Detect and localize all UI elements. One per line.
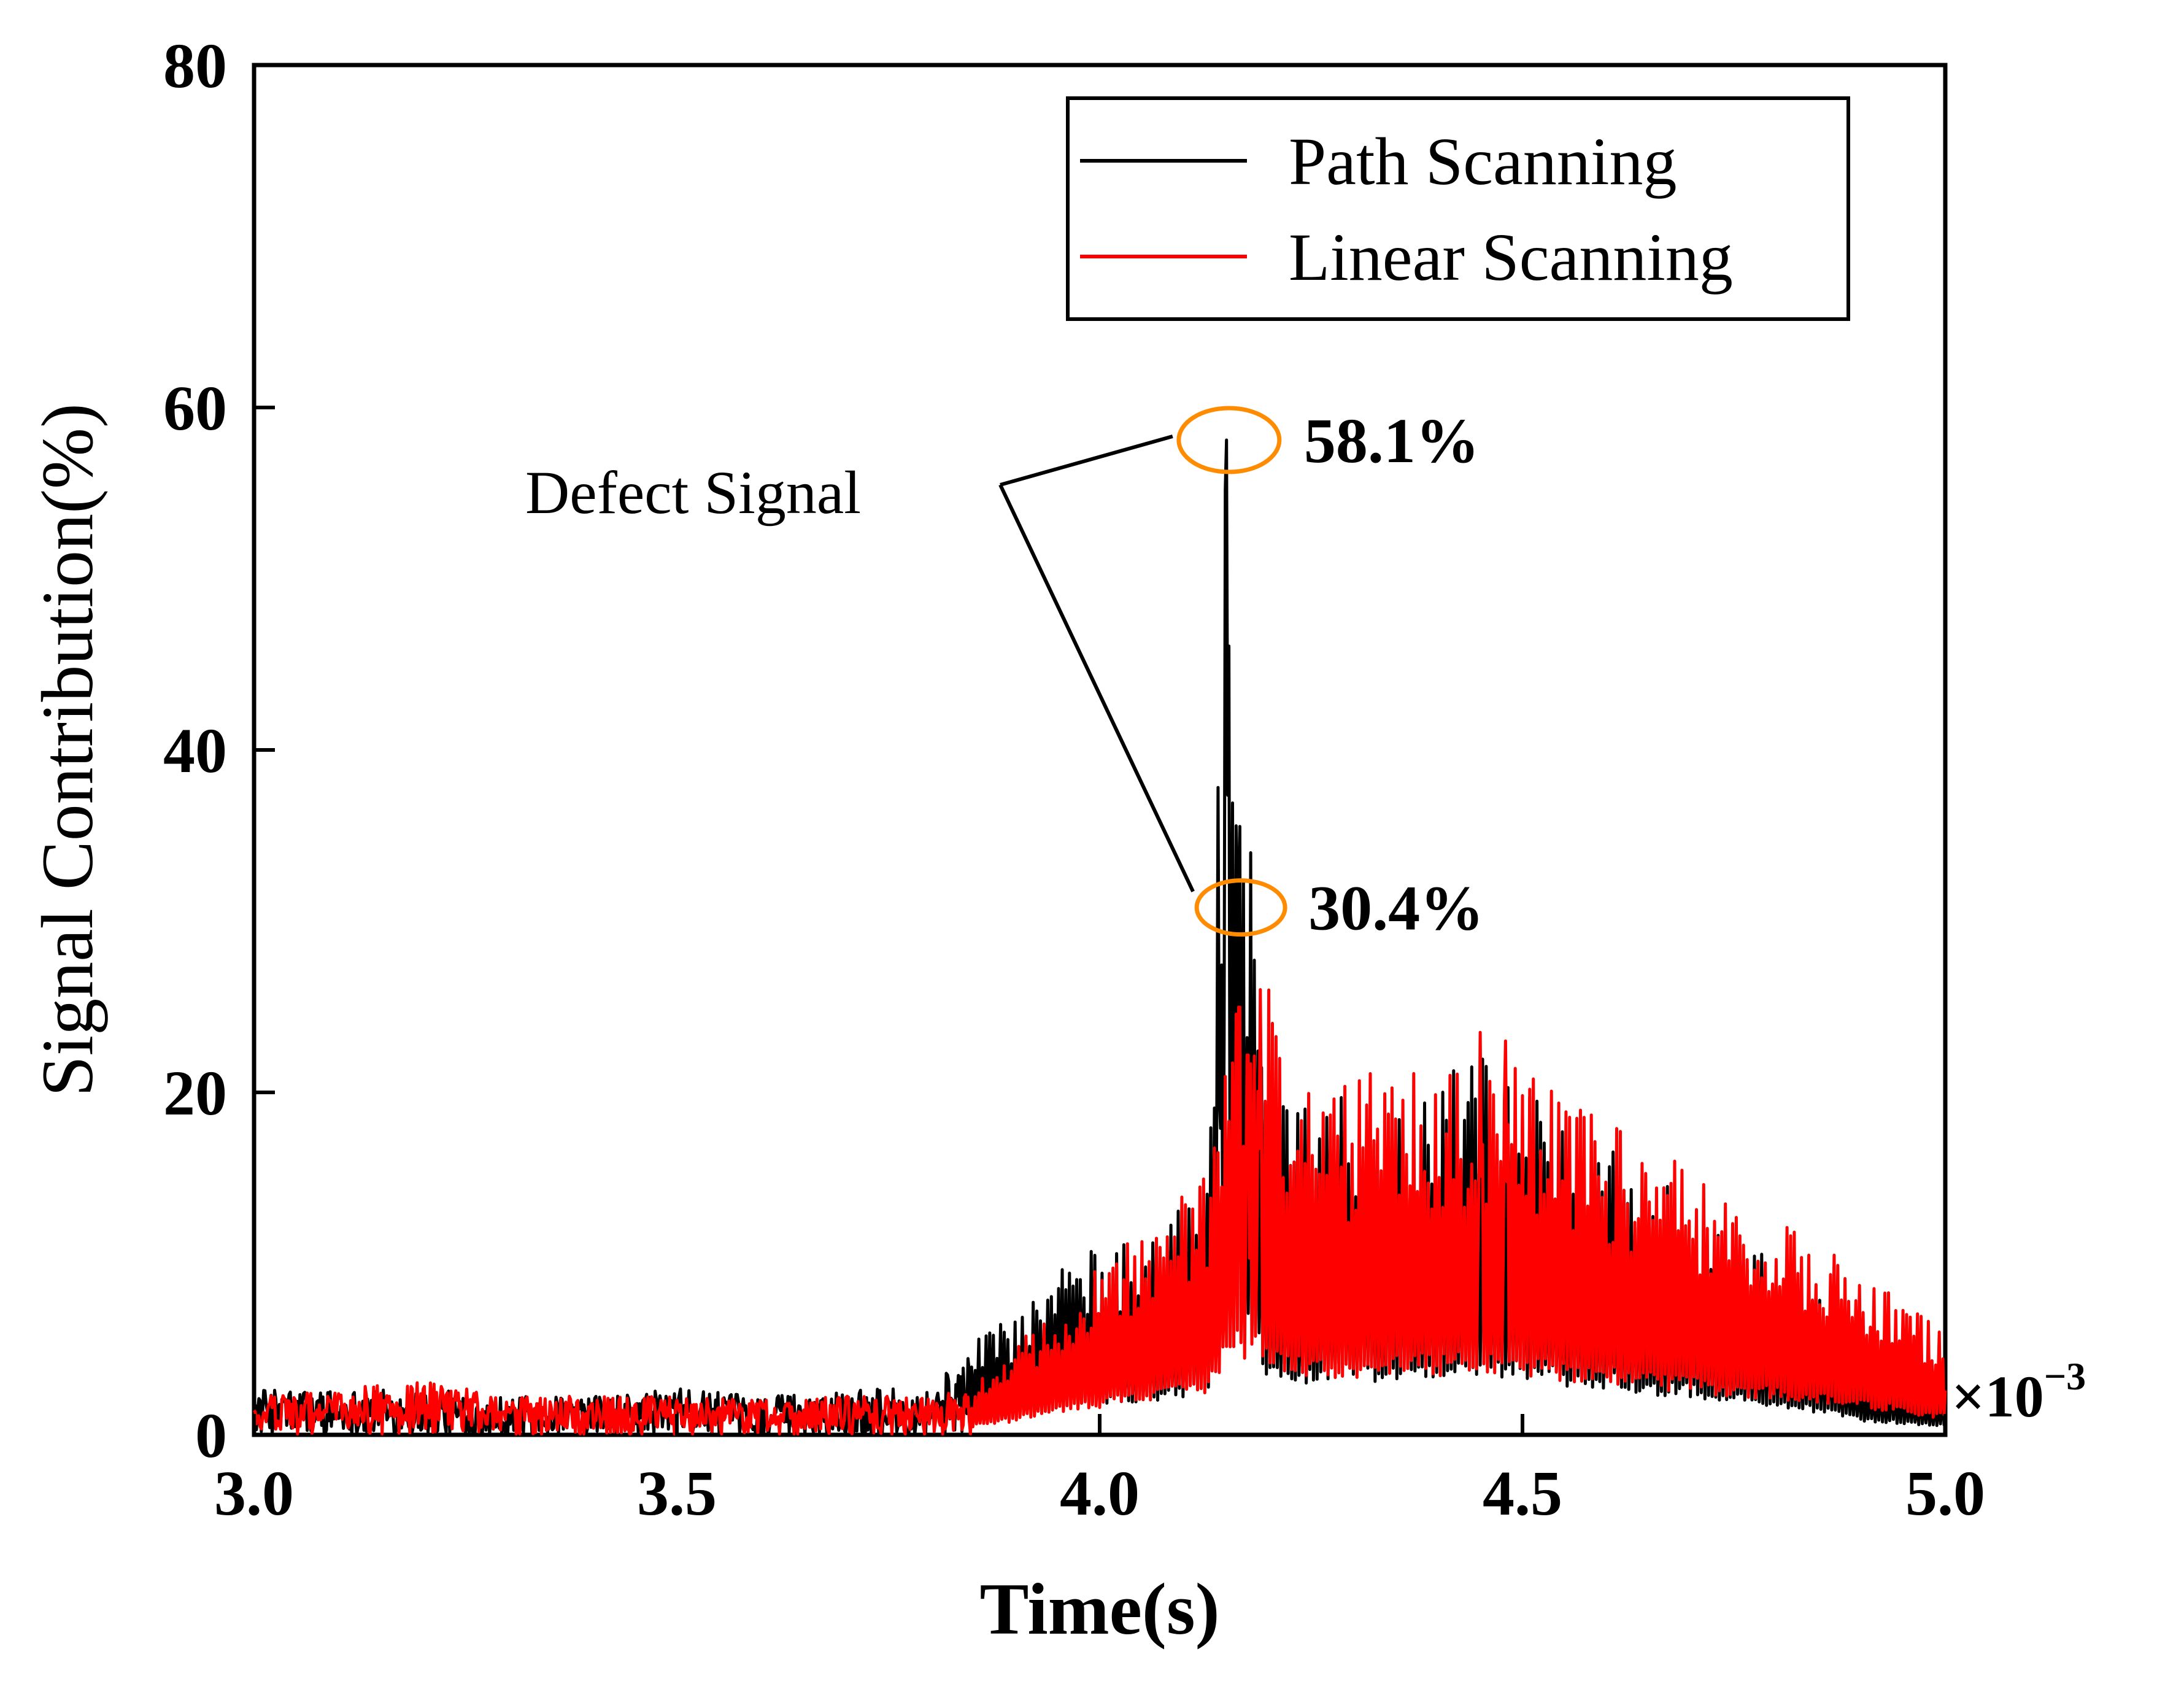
x-tick-label-3.0: 3.0 (214, 1458, 294, 1529)
x-tick-label-5.0: 5.0 (1905, 1458, 1985, 1529)
y-axis-title: Signal Contribution(%) (26, 403, 108, 1097)
x-axis-title: Time(s) (979, 1568, 1219, 1650)
x-multiplier-base: ×10 (1951, 1364, 2044, 1429)
defect-signal-label: Defect Signal (525, 458, 861, 527)
legend-label-linear-scanning: Linear Scanning (1289, 220, 1733, 295)
x-tick-labels: 3.0 3.5 4.0 4.5 5.0 (214, 1458, 1985, 1529)
legend: Path Scanning Linear Scanning (1066, 96, 1850, 321)
x-multiplier: ×10−3 (1951, 1354, 2086, 1429)
tick-layer (252, 63, 1947, 1437)
leader-line-high (1000, 435, 1173, 487)
annotation-value-high: 58.1% (1304, 406, 1480, 476)
y-tick-label-20: 20 (163, 1058, 227, 1129)
y-tick-labels: 0 20 40 60 80 (163, 31, 227, 1471)
series-line-linear-scanning (252, 988, 1947, 1436)
x-tick-label-4.5: 4.5 (1483, 1458, 1562, 1529)
x-tick-label-4.0: 4.0 (1060, 1458, 1140, 1529)
marker-ellipse-low (1194, 878, 1287, 937)
x-tick-label-3.5: 3.5 (637, 1458, 717, 1529)
y-tick-label-40: 40 (163, 716, 227, 786)
y-tick-label-60: 60 (163, 373, 227, 444)
series-layer (252, 438, 1947, 1436)
leader-line-low (998, 484, 1195, 892)
annotation-value-low: 30.4% (1308, 873, 1484, 944)
y-tick-label-80: 80 (163, 31, 227, 101)
legend-box (1066, 96, 1850, 321)
annotations: Defect Signal 58.1% 30.4% (525, 406, 1484, 944)
x-multiplier-exp: −3 (2044, 1354, 2086, 1398)
legend-label-path-scanning: Path Scanning (1289, 124, 1677, 199)
y-tick-label-0: 0 (195, 1400, 227, 1471)
marker-ellipse-high (1176, 406, 1282, 474)
